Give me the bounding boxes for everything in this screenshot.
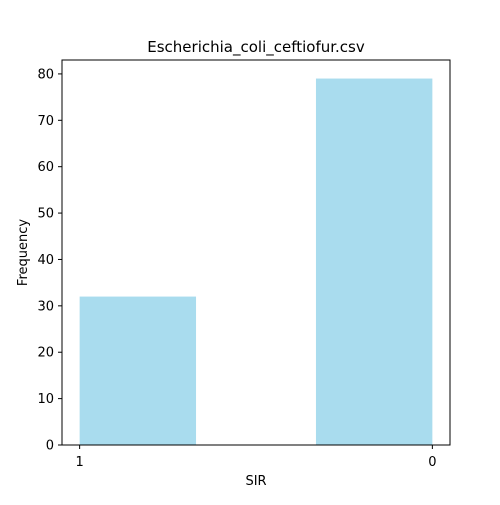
x-axis-label: SIR xyxy=(245,474,266,489)
chart-title: Escherichia_coli_ceftiofur.csv xyxy=(147,38,365,57)
bar-0 xyxy=(79,296,197,445)
y-tick-label: 80 xyxy=(37,67,54,82)
y-tick-label: 70 xyxy=(37,114,54,129)
y-tick-label: 20 xyxy=(37,346,54,361)
x-tick-label: 0 xyxy=(428,455,436,470)
y-tick-label: 40 xyxy=(37,253,54,268)
x-tick-label: 1 xyxy=(75,455,83,470)
y-tick-label: 10 xyxy=(37,392,54,407)
y-tick-label: 60 xyxy=(37,160,54,175)
y-axis-label: Frequency xyxy=(16,219,31,286)
y-tick-label: 0 xyxy=(46,439,54,454)
y-axis-ticks: 0 10 20 30 40 50 60 70 80 xyxy=(37,67,62,454)
y-tick-label: 30 xyxy=(37,299,54,314)
y-tick-label: 50 xyxy=(37,207,54,222)
plot-frame xyxy=(61,59,451,446)
bars-layer xyxy=(79,78,433,446)
bar-1 xyxy=(315,78,433,446)
